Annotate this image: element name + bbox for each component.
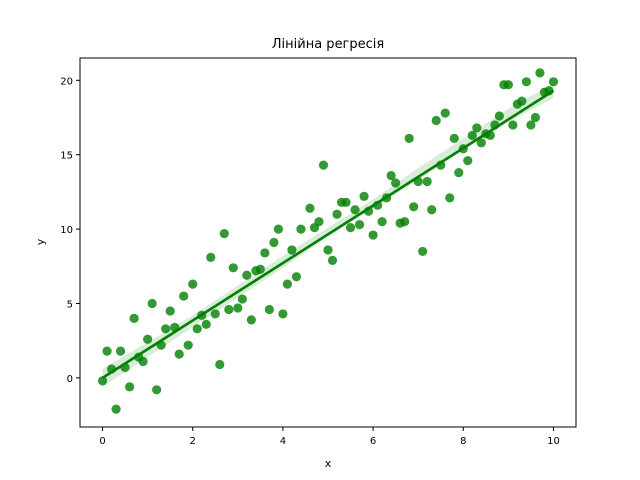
data-point xyxy=(278,309,288,319)
data-point xyxy=(206,252,216,262)
x-tick-label: 10 xyxy=(547,436,560,447)
data-point xyxy=(246,315,256,325)
data-point xyxy=(260,248,270,258)
data-point xyxy=(409,202,419,212)
data-point xyxy=(526,120,536,130)
data-point xyxy=(341,197,351,207)
data-point xyxy=(210,309,220,319)
data-point xyxy=(323,245,333,255)
data-point xyxy=(427,205,437,215)
x-tick-label: 4 xyxy=(280,436,286,447)
data-point xyxy=(115,346,126,356)
data-point xyxy=(472,123,482,133)
data-point xyxy=(467,130,477,140)
y-tick-label: 10 xyxy=(60,225,73,236)
plot-frame xyxy=(79,57,577,428)
data-point xyxy=(422,176,432,187)
data-point xyxy=(152,385,162,395)
regression-line xyxy=(101,89,555,379)
data-point xyxy=(508,120,518,130)
data-point xyxy=(418,246,428,257)
data-point xyxy=(192,324,202,334)
data-point xyxy=(454,167,464,178)
x-tick-label: 2 xyxy=(190,436,196,447)
data-point xyxy=(255,264,265,274)
data-point xyxy=(530,112,541,123)
data-point xyxy=(404,133,414,143)
data-point xyxy=(350,205,360,215)
data-point xyxy=(521,77,532,87)
data-point xyxy=(273,224,283,234)
data-point xyxy=(359,191,369,201)
data-point xyxy=(224,304,234,315)
data-point xyxy=(97,376,108,386)
data-point xyxy=(440,108,450,118)
data-point xyxy=(314,217,324,227)
data-point xyxy=(449,133,459,143)
x-tick-label: 0 xyxy=(99,436,105,447)
data-point xyxy=(517,96,527,106)
y-axis-label: y xyxy=(34,238,47,245)
data-point xyxy=(179,291,189,301)
data-point xyxy=(391,178,401,188)
data-point xyxy=(125,382,135,392)
data-point xyxy=(143,334,153,344)
y-tick-label: 15 xyxy=(60,151,73,162)
data-point xyxy=(305,203,315,213)
data-point xyxy=(445,193,455,203)
data-point xyxy=(201,319,211,329)
data-point xyxy=(165,306,175,316)
data-point xyxy=(111,404,121,414)
x-tick-label: 8 xyxy=(460,436,466,447)
chart-title: Лінійна регресія xyxy=(272,37,384,52)
x-axis-label: x xyxy=(325,457,332,470)
data-point xyxy=(282,279,293,289)
data-point xyxy=(296,224,306,234)
data-point xyxy=(287,245,297,255)
data-point xyxy=(242,270,252,280)
data-point xyxy=(188,279,198,289)
data-point xyxy=(102,346,112,356)
data-point xyxy=(400,217,410,227)
data-point xyxy=(237,294,247,304)
data-point xyxy=(183,340,193,350)
data-point xyxy=(129,313,139,323)
x-tick-label: 6 xyxy=(370,436,376,447)
data-point xyxy=(264,304,274,315)
axes-layer: 0 2 4 6 8 10 0 5 10 15 20 xyxy=(60,57,577,447)
data-point xyxy=(463,156,473,166)
data-point xyxy=(228,263,238,273)
data-point xyxy=(174,349,184,359)
data-point xyxy=(345,223,356,233)
y-tick-label: 5 xyxy=(67,300,73,311)
data-point xyxy=(327,255,338,265)
data-point xyxy=(147,298,157,309)
data-point xyxy=(548,77,559,87)
data-point xyxy=(269,237,279,248)
y-tick-label: 20 xyxy=(60,76,73,87)
data-point xyxy=(535,68,545,78)
data-point xyxy=(377,217,387,227)
data-point xyxy=(291,272,302,282)
data-point xyxy=(215,359,225,370)
data-point xyxy=(476,138,486,148)
data-point xyxy=(431,115,441,126)
scatter-points-layer xyxy=(97,68,559,414)
data-point xyxy=(368,230,378,240)
data-point xyxy=(233,303,243,313)
data-point xyxy=(161,324,171,334)
data-point xyxy=(318,160,329,170)
data-point xyxy=(354,220,365,230)
data-point xyxy=(332,209,342,219)
data-point xyxy=(503,80,513,90)
data-point xyxy=(138,356,148,367)
data-point xyxy=(219,228,229,239)
regression-line-layer xyxy=(101,89,555,379)
y-tick-label: 0 xyxy=(67,374,73,385)
data-point xyxy=(494,111,504,121)
data-point xyxy=(386,170,396,181)
